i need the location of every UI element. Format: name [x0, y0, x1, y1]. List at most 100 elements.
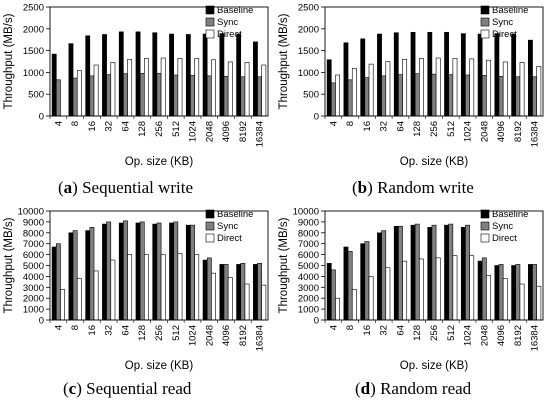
- bar-direct: [76, 70, 82, 117]
- bar-direct: [211, 59, 216, 117]
- bar-baseline: [410, 224, 416, 321]
- legend-label-baseline: Baseline: [492, 5, 528, 16]
- bar-sync: [89, 227, 95, 321]
- x-tick-label: 256: [429, 325, 440, 341]
- bar-direct: [160, 254, 166, 321]
- bar-sync: [448, 74, 454, 117]
- bar-direct: [144, 58, 149, 117]
- plot-frame: [49, 210, 269, 321]
- bar-sync: [223, 264, 229, 321]
- bar-direct: [211, 272, 216, 321]
- bar-baseline: [236, 264, 242, 321]
- x-tick-label: 8192: [238, 325, 249, 346]
- bar-sync: [72, 230, 78, 321]
- bar-direct: [486, 59, 491, 117]
- bar-sync: [190, 75, 195, 117]
- y-tick-label: 0: [314, 112, 319, 123]
- x-tick-label: 128: [137, 121, 148, 137]
- bar-sync: [347, 79, 353, 117]
- y-axis-label: Throughput (MB/s): [278, 13, 290, 109]
- bar-baseline: [460, 33, 466, 117]
- bar-baseline: [219, 264, 225, 321]
- bar-baseline: [326, 263, 332, 321]
- chart-d-random-read: Throughput (MB/s) 01000200030004000500060…: [278, 207, 544, 372]
- y-tick-label: 1500: [298, 46, 319, 57]
- bar-baseline: [477, 33, 483, 117]
- x-tick-label: 32: [104, 325, 115, 336]
- y-tick-label: 0: [39, 316, 44, 327]
- x-tick-label: 1024: [188, 325, 199, 346]
- caption-d-text: Random read: [380, 379, 472, 398]
- bar-baseline: [511, 265, 517, 321]
- bar-sync: [448, 223, 454, 321]
- bar-direct: [93, 64, 99, 117]
- y-axis-label: Throughput (MB/s): [3, 13, 15, 109]
- bar-baseline: [85, 35, 91, 117]
- plot-frame: [324, 6, 544, 117]
- bar-baseline: [427, 227, 433, 321]
- x-tick-label: 32: [104, 121, 115, 132]
- chart-c-sequential-read: Throughput (MB/s) 01000200030004000500060…: [3, 207, 269, 372]
- y-tick-label: 2000: [298, 24, 319, 35]
- y-tick-label: 500: [28, 90, 44, 101]
- bar-baseline: [135, 222, 141, 321]
- x-tick-label: 1024: [463, 121, 474, 142]
- y-tick-label: 10000: [293, 207, 319, 218]
- caption-b: (b) Random write: [352, 178, 474, 197]
- bar-sync: [465, 224, 470, 321]
- bar-baseline: [460, 227, 466, 321]
- bar-direct: [127, 59, 133, 117]
- legend-swatch-sync: [480, 221, 490, 231]
- x-tick-label: 64: [120, 325, 131, 336]
- y-tick-label: 4000: [23, 272, 44, 283]
- x-tick-label: 4096: [221, 325, 232, 346]
- bar-baseline: [343, 246, 349, 321]
- bar-sync: [72, 77, 78, 117]
- bar-direct: [435, 57, 441, 117]
- caption-a-letter: a: [63, 178, 73, 197]
- x-tick-label: 256: [154, 325, 165, 341]
- x-tick-label: 16: [362, 121, 373, 132]
- x-tick-label: 8192: [238, 121, 249, 142]
- caption-c: (c) Sequential read: [63, 379, 192, 398]
- bar-baseline: [511, 33, 517, 117]
- legend-label-sync: Sync: [492, 221, 513, 232]
- legend-label-baseline: Baseline: [217, 5, 253, 16]
- x-tick-label: 256: [429, 121, 440, 137]
- bar-sync: [381, 230, 387, 321]
- bar-direct: [60, 289, 65, 321]
- legend-swatch-baseline: [480, 5, 490, 15]
- bar-baseline: [135, 31, 141, 117]
- bar-sync: [515, 76, 521, 117]
- bar-baseline: [169, 222, 174, 321]
- bar-sync: [431, 73, 437, 117]
- bar-direct: [76, 278, 82, 321]
- y-tick-label: 2000: [298, 294, 319, 305]
- y-tick-label: 2000: [23, 24, 44, 35]
- y-tick-label: 1000: [23, 68, 44, 79]
- y-axis-label: Throughput (MB/s): [278, 217, 290, 313]
- bar-sync: [206, 257, 212, 321]
- bar-baseline: [51, 246, 57, 321]
- legend-label-direct: Direct: [217, 29, 242, 40]
- x-tick-label: 128: [412, 121, 423, 137]
- x-tick-label: 512: [171, 121, 182, 137]
- bar-direct: [385, 267, 391, 321]
- y-tick-label: 6000: [23, 250, 44, 261]
- bar-sync: [240, 76, 246, 117]
- bar-baseline: [427, 31, 433, 117]
- x-tick-label: 16384: [530, 325, 541, 351]
- x-tick-label: 4: [53, 325, 64, 330]
- legend-swatch-direct: [480, 233, 490, 243]
- bar-baseline: [444, 224, 449, 321]
- bar-direct: [160, 57, 166, 117]
- x-tick-label: 2048: [204, 121, 215, 142]
- x-tick-label: 2048: [479, 325, 490, 346]
- x-axis-label: Op. size (KB): [400, 360, 469, 372]
- legend-swatch-baseline: [480, 209, 490, 219]
- bar-sync: [55, 79, 61, 117]
- x-tick-label: 4096: [496, 325, 507, 346]
- x-tick-label: 512: [446, 121, 457, 137]
- bar-direct: [144, 254, 149, 321]
- legend-swatch-sync: [205, 17, 215, 27]
